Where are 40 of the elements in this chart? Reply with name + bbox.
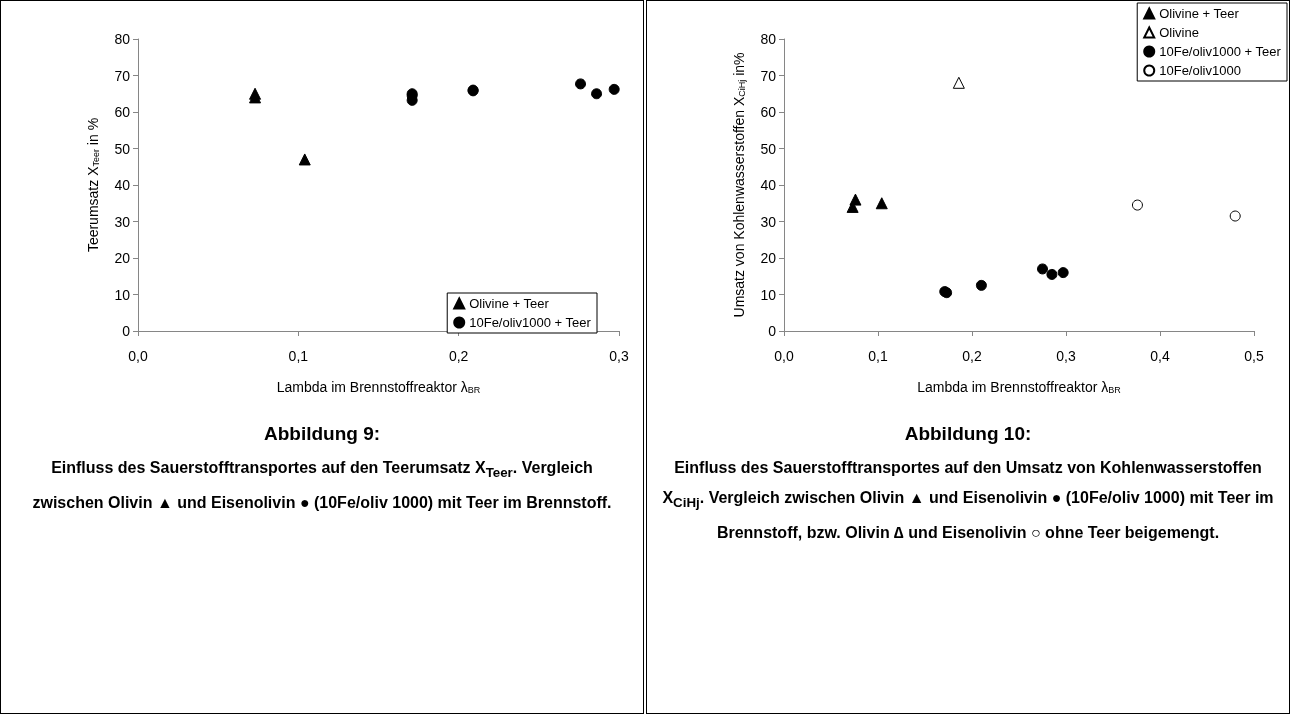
y-tick-label: 30: [760, 213, 777, 230]
legend-label: 10Fe/oliv1000 + Teer: [1159, 44, 1282, 59]
legend-label: Olivine: [1159, 25, 1199, 40]
y-tick-label: 10: [760, 286, 777, 303]
y-tick-label: 10: [114, 286, 131, 303]
y-tick-label: 80: [760, 31, 777, 47]
x-tick-label: 0,0: [774, 348, 794, 364]
y-tick-label: 40: [760, 177, 777, 193]
y-tick-label: 70: [114, 67, 131, 84]
x-tick-label: 0,3: [609, 348, 629, 364]
x-tick-label: 0,3: [1056, 348, 1076, 364]
x-tick-label: 0,2: [448, 348, 469, 364]
text: Abbildung 9:: [262, 423, 382, 445]
x-tick-label: 0,5: [1244, 348, 1264, 364]
y-tick-label: 60: [760, 104, 777, 120]
y-tick-label: 70: [760, 67, 777, 84]
y-tick-label: 30: [114, 213, 131, 230]
y-tick-label: 50: [114, 140, 131, 157]
text: Einfluss des Sauerstofftransportes auf den Teerumsatz X$_{Teer}$. Vergleich zwischen Olivin ▲ und Eisenolivin ● (10Fe/oliv 1000) mit Teer im Brennstoff.: [31, 458, 613, 514]
x-tick-label: 0,2: [962, 348, 982, 364]
y-tick-label: 50: [760, 140, 777, 157]
legend-label: 10Fe/oliv1000 + Teer: [469, 315, 592, 330]
legend-label: Olivine + Teer: [469, 296, 550, 311]
x-axis-title: Lambda im Brennstoffreaktor λBR: [276, 378, 481, 395]
y-tick-label: 80: [114, 31, 131, 47]
legend-label: Olivine + Teer: [1159, 6, 1240, 21]
y-tick-label: 20: [760, 250, 777, 266]
x-tick-label: 0,1: [288, 348, 309, 364]
x-tick-label: 0,0: [128, 348, 148, 364]
text: Einfluss des Sauerstofftransportes auf den Umsatz von Kohlenwasserstoffen X$_{CiHj}$. Vergleich zwischen Olivin ▲ und Eisenolivin ● (10Fe/oliv 1000) mit Teer im Brennstoff, bzw. Olivin ∆ und Eisenolivin ○ ohne Teer beigemengt.: [661, 458, 1275, 544]
x-axis-title: Lambda im Brennstoffreaktor λBR: [917, 378, 1122, 395]
legend-label: 10Fe/oliv1000: [1159, 63, 1241, 78]
x-tick-label: 0,1: [868, 348, 888, 364]
y-tick-label: 40: [114, 177, 131, 193]
y-tick-label: 60: [114, 104, 131, 120]
y-tick-label: 0: [768, 323, 777, 339]
text: Abbildung 10:: [903, 423, 1033, 445]
x-tick-label: 0,4: [1150, 348, 1170, 364]
y-tick-label: 20: [114, 250, 131, 266]
y-tick-label: 0: [122, 323, 131, 339]
